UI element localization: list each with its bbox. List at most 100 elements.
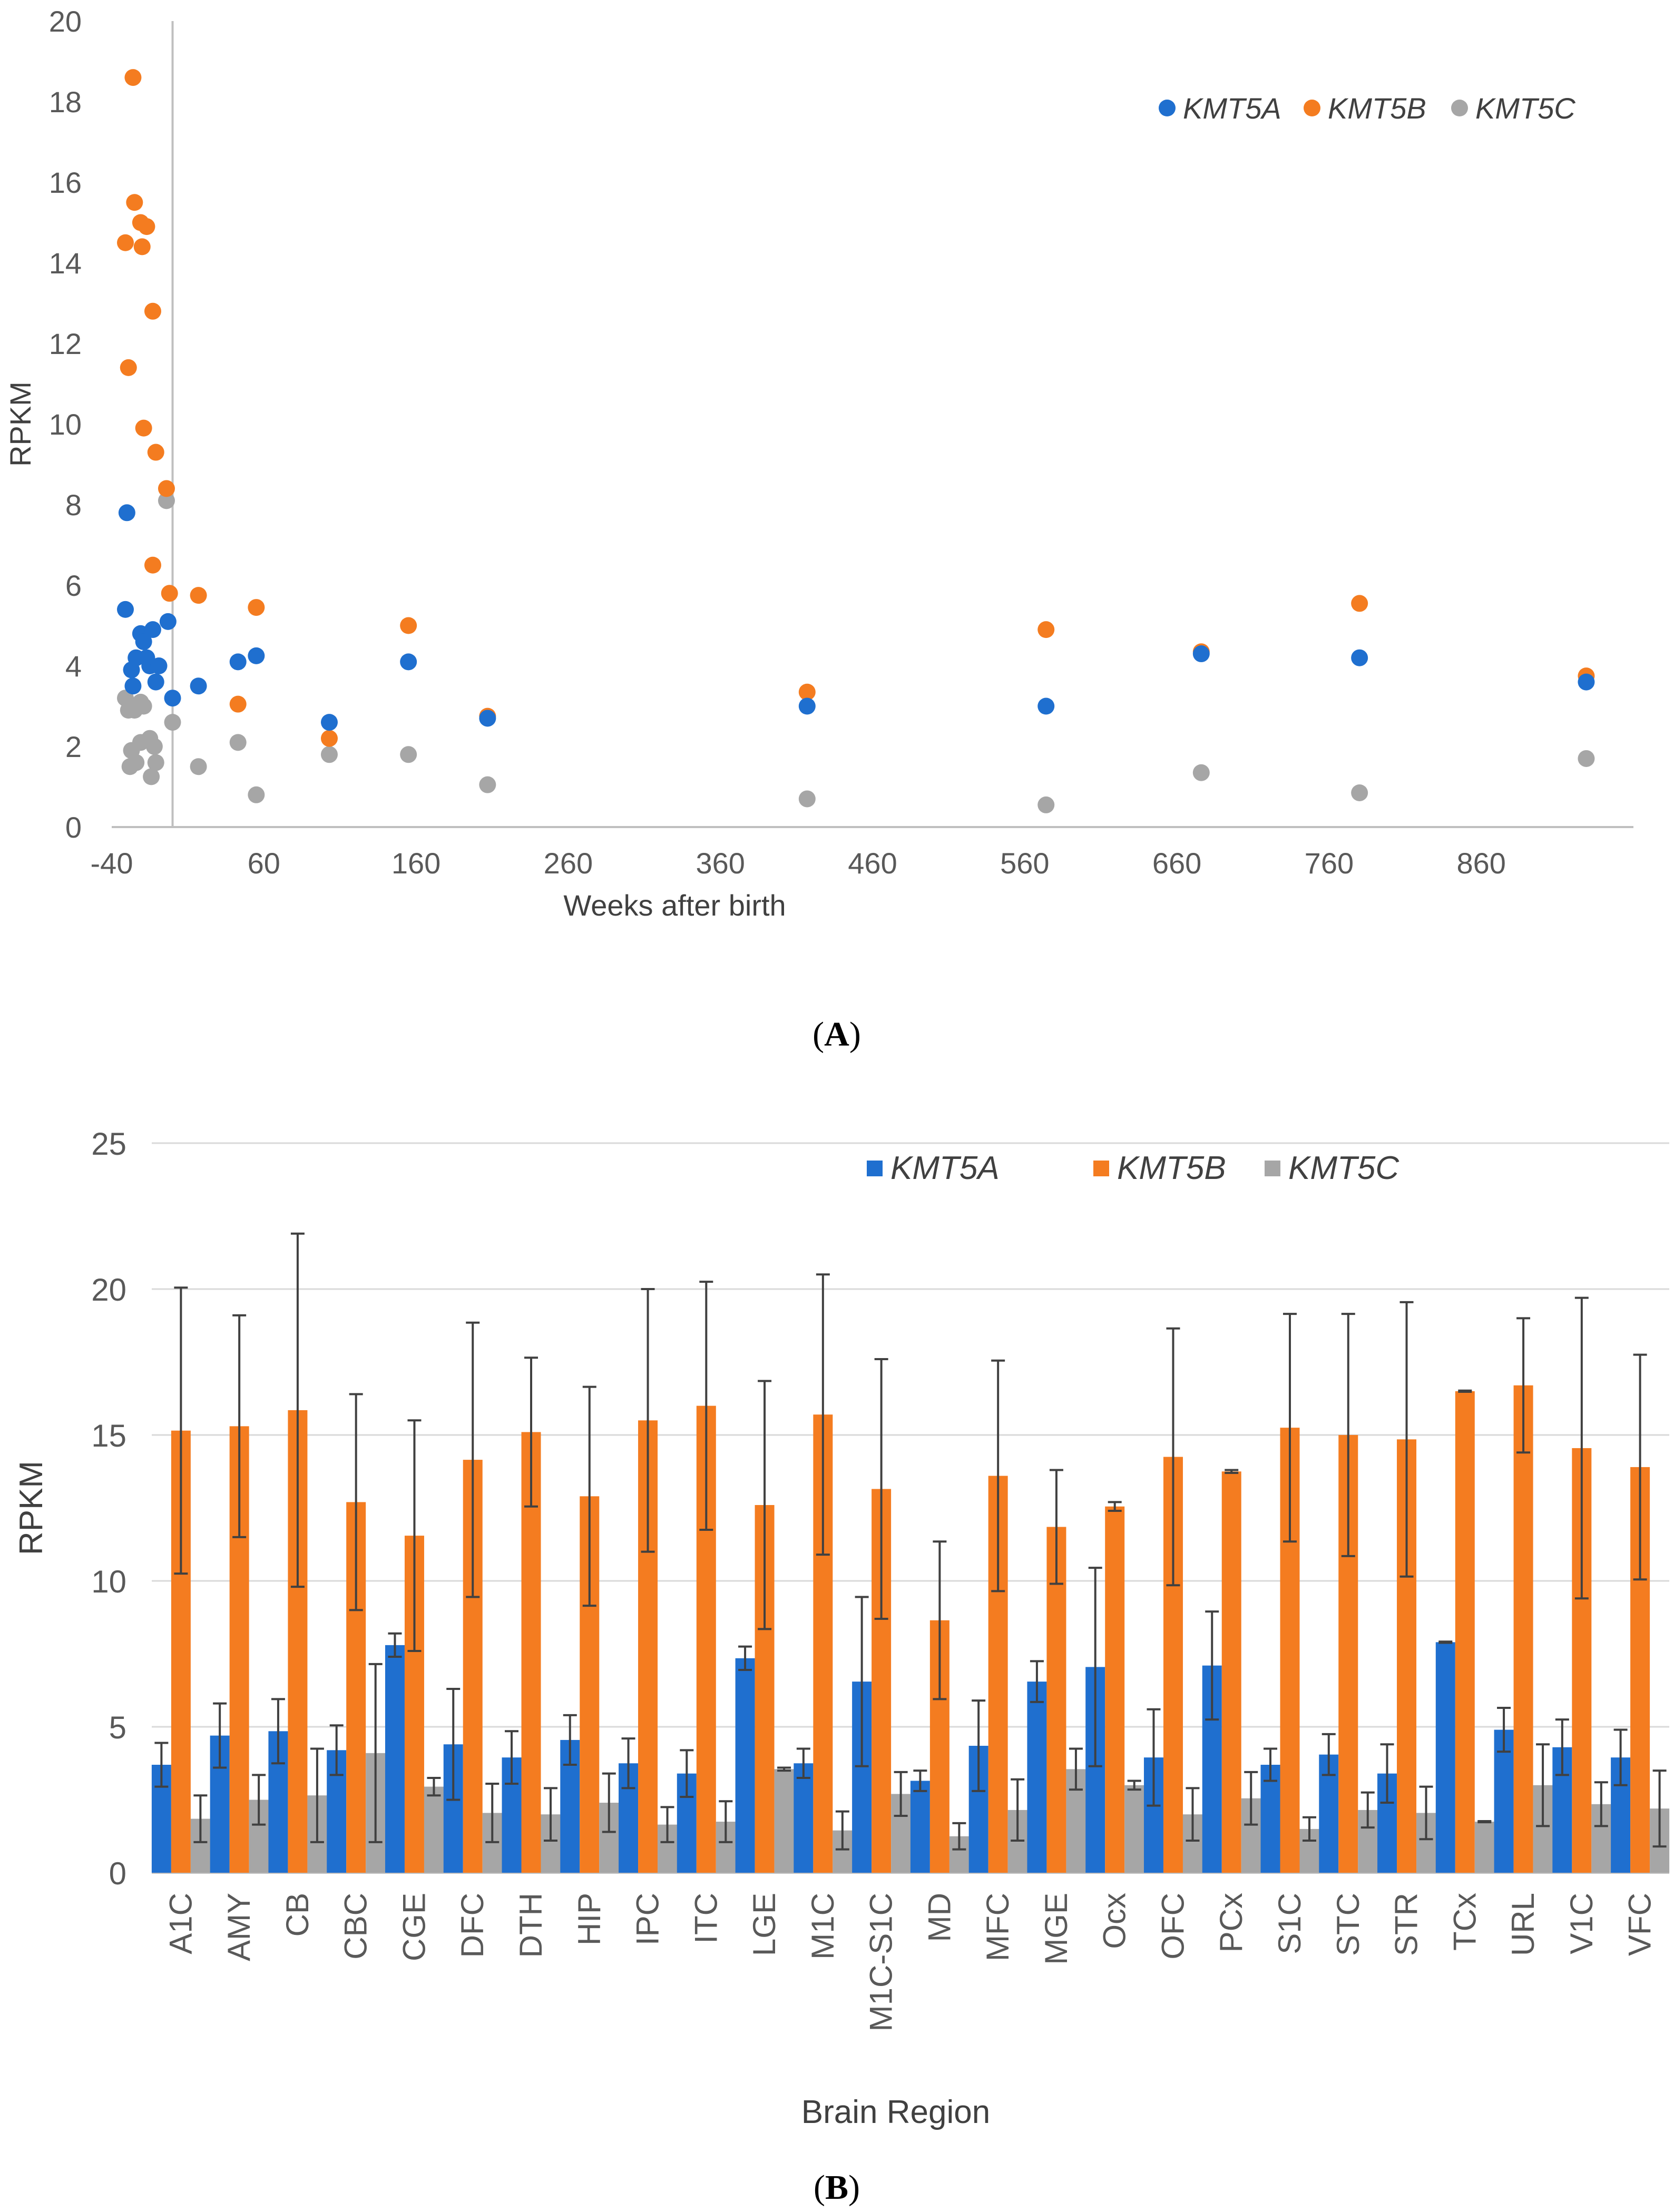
legend-label-kmt5a: KMT5A <box>890 1150 1000 1186</box>
x-tick-label: AMY <box>221 1893 257 1961</box>
data-point-kmt5c <box>158 492 175 509</box>
x-tick-label: LGE <box>747 1893 782 1956</box>
bar-kmt5a <box>1027 1682 1047 1873</box>
x-tick-label: CB <box>280 1893 315 1936</box>
panel-label-b: (B) <box>814 2168 860 2207</box>
legend-marker-kmt5c <box>1451 100 1468 116</box>
x-axis-title: Weeks after birth <box>563 889 786 922</box>
data-point-kmt5b <box>400 617 417 634</box>
data-point-kmt5a <box>248 647 265 664</box>
x-tick-label: HIP <box>572 1893 607 1945</box>
data-point-kmt5a <box>1578 673 1595 691</box>
data-point-kmt5b <box>1037 621 1055 638</box>
y-tick-label: 0 <box>65 811 82 844</box>
panel-label-paren: ) <box>849 1015 861 1054</box>
x-tick-label: CBC <box>338 1893 374 1960</box>
x-tick-label: 660 <box>1152 847 1201 880</box>
data-point-kmt5b <box>126 194 143 211</box>
x-tick-label: -40 <box>91 847 133 880</box>
x-tick-label: ITC <box>688 1893 723 1944</box>
data-point-kmt5b <box>1351 595 1368 612</box>
legend-label-kmt5a: KMT5A <box>1183 92 1281 125</box>
data-point-kmt5a <box>479 710 496 727</box>
x-tick-label: 360 <box>696 847 745 880</box>
data-point-kmt5b <box>144 556 161 574</box>
data-point-kmt5b <box>161 585 178 602</box>
data-point-kmt5a <box>229 653 247 671</box>
y-tick-label: 16 <box>49 166 82 199</box>
bar-kmt5a <box>735 1658 755 1873</box>
bar-kmt5b <box>1455 1391 1475 1873</box>
x-tick-label: 260 <box>544 847 593 880</box>
bar-kmt5c <box>1474 1822 1494 1873</box>
y-tick-label: 18 <box>49 85 82 119</box>
x-tick-label: STC <box>1330 1893 1366 1956</box>
x-tick-label: 60 <box>248 847 280 880</box>
x-tick-label: TCx <box>1447 1893 1482 1951</box>
data-point-kmt5a <box>1192 645 1210 663</box>
x-tick-label: IPC <box>630 1893 665 1945</box>
data-point-kmt5a <box>320 714 338 731</box>
data-point-kmt5c <box>121 758 139 775</box>
panel-label-paren: ( <box>812 1015 824 1054</box>
x-tick-label: STR <box>1389 1893 1424 1956</box>
data-point-kmt5c <box>132 693 149 711</box>
y-tick-label: 6 <box>65 569 82 602</box>
x-axis-title: Brain Region <box>801 2094 990 2130</box>
data-point-kmt5c <box>164 714 181 731</box>
bar-kmt5a <box>385 1645 405 1873</box>
x-tick-label: URL <box>1505 1893 1541 1956</box>
legend-marker-kmt5c <box>1265 1161 1280 1176</box>
data-point-kmt5a <box>147 673 164 691</box>
bar-kmt5a <box>794 1763 814 1873</box>
data-point-kmt5a <box>164 690 181 707</box>
bar-kmt5a <box>910 1781 930 1873</box>
data-point-kmt5b <box>124 69 142 86</box>
data-point-kmt5c <box>143 768 160 785</box>
x-tick-label: MD <box>922 1893 957 1942</box>
x-tick-label: CGE <box>396 1893 432 1961</box>
legend-marker-kmt5b <box>1093 1161 1109 1176</box>
data-point-kmt5c <box>145 738 163 755</box>
data-point-kmt5b <box>147 444 164 461</box>
legend-marker-kmt5b <box>1304 100 1320 116</box>
x-tick-label: DTH <box>513 1893 549 1958</box>
data-point-kmt5b <box>138 218 155 235</box>
y-axis-title: RPKM <box>4 381 37 467</box>
panel-label-letter: A <box>824 1015 849 1054</box>
data-point-kmt5c <box>1192 764 1210 781</box>
data-point-kmt5b <box>158 480 175 497</box>
data-point-kmt5c <box>479 776 496 793</box>
x-tick-label: PCx <box>1213 1893 1249 1952</box>
bar-kmt5a <box>1260 1765 1280 1873</box>
data-point-kmt5c <box>1578 750 1595 767</box>
data-point-kmt5c <box>400 746 417 763</box>
x-tick-label: V1C <box>1564 1893 1599 1954</box>
bar-kmt5c <box>1124 1785 1144 1873</box>
data-point-kmt5b <box>116 234 134 251</box>
data-point-kmt5c <box>798 790 816 808</box>
data-point-kmt5a <box>135 633 152 651</box>
x-tick-label: MFC <box>980 1893 1015 1961</box>
panel-label-a: (A) <box>812 1015 861 1054</box>
y-tick-label: 15 <box>91 1418 126 1453</box>
x-tick-label: 760 <box>1305 847 1354 880</box>
legend-marker-kmt5a <box>1159 100 1176 116</box>
bar-kmt5b <box>1513 1385 1533 1873</box>
data-point-kmt5c <box>147 754 164 771</box>
data-point-kmt5a <box>150 657 168 674</box>
y-tick-label: 14 <box>49 247 82 280</box>
x-tick-label: S1C <box>1272 1893 1307 1954</box>
scatter-chart-a: 0 2 4 6 8 10 12 14 16 18 20 -40 60 160 260 360 460 560 660… <box>4 5 1633 1054</box>
y-tick-label: 10 <box>49 408 82 441</box>
x-tick-label: A1C <box>163 1893 198 1954</box>
bar-kmt5a <box>1435 1642 1455 1873</box>
y-tick-label: 5 <box>109 1710 126 1745</box>
x-tick-label: M1C-S1C <box>864 1893 899 2031</box>
data-point-kmt5a <box>144 621 161 638</box>
y-tick-label: 25 <box>91 1126 126 1162</box>
bar-chart-b: 0 5 10 15 20 25 RPKM A1C AMY CB CBC CGE DFC DTH HIP IPC… <box>13 1126 1670 2207</box>
data-point-kmt5b <box>248 599 265 616</box>
y-tick-label: 20 <box>91 1272 126 1307</box>
data-point-kmt5b <box>229 695 247 713</box>
